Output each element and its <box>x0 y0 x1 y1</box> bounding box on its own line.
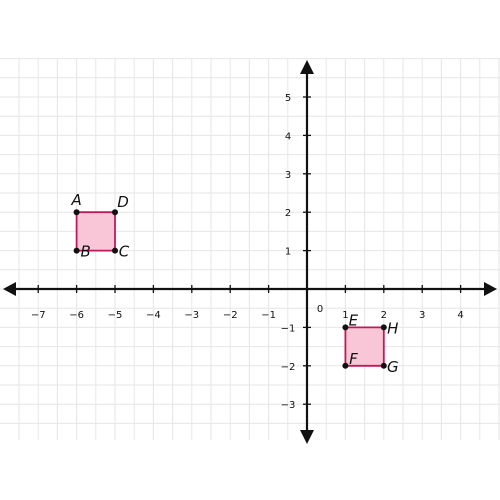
point-c <box>112 247 118 254</box>
y-tick-label: −1 <box>281 323 296 334</box>
y-axis-arrow-up <box>300 60 314 74</box>
x-tick-label: 1 <box>342 310 348 321</box>
x-tick-label: 4 <box>457 310 463 321</box>
x-tick-label: −2 <box>223 310 238 321</box>
tick-marks <box>37 96 462 405</box>
points <box>73 209 387 369</box>
y-tick-label: −2 <box>281 362 296 373</box>
point-b <box>73 247 80 254</box>
x-tick-label: 3 <box>419 310 425 321</box>
x-tick-label: −3 <box>184 310 199 321</box>
point-d <box>112 209 118 216</box>
x-tick-label: −4 <box>146 310 161 321</box>
x-axis-arrow-left <box>3 282 16 296</box>
y-tick-label: −3 <box>281 400 296 411</box>
y-tick-label: 1 <box>285 247 291 258</box>
squares <box>75 211 385 367</box>
y-tick-label: 3 <box>285 170 291 181</box>
point-f <box>342 362 349 369</box>
point-label-h: H <box>387 319 398 337</box>
point-label-e: E <box>349 311 359 329</box>
x-tick-label: −1 <box>261 310 276 321</box>
origin-label: 0 <box>317 304 323 315</box>
point-label-d: D <box>117 193 129 211</box>
tick-labels: −7 −6 −5 −4 −3 −2 −1 1 2 3 4 −3 −2 −1 1 2 3 4 5 0 <box>31 93 464 411</box>
point-label-g: G <box>387 358 399 376</box>
point-g <box>380 362 387 369</box>
x-tick-label: −6 <box>69 310 84 321</box>
x-axis-arrow-right <box>484 282 497 296</box>
x-tick-label: −7 <box>31 310 46 321</box>
point-label-a: A <box>70 191 81 209</box>
y-axis-arrow-down <box>300 430 314 444</box>
point-h <box>380 324 387 331</box>
grid <box>0 58 500 440</box>
y-tick-label: 5 <box>285 93 291 104</box>
y-tick-label: 4 <box>285 131 291 142</box>
point-label-b: B <box>80 243 90 261</box>
point-labels: A D C B E H G F <box>70 191 398 376</box>
point-a <box>73 209 80 216</box>
y-tick-label: 2 <box>285 208 291 219</box>
point-label-f: F <box>349 350 358 368</box>
axes <box>3 60 497 444</box>
point-label-c: C <box>119 243 130 261</box>
point-e <box>342 324 349 331</box>
x-tick-label: −5 <box>108 310 123 321</box>
x-tick-label: 2 <box>381 310 387 321</box>
